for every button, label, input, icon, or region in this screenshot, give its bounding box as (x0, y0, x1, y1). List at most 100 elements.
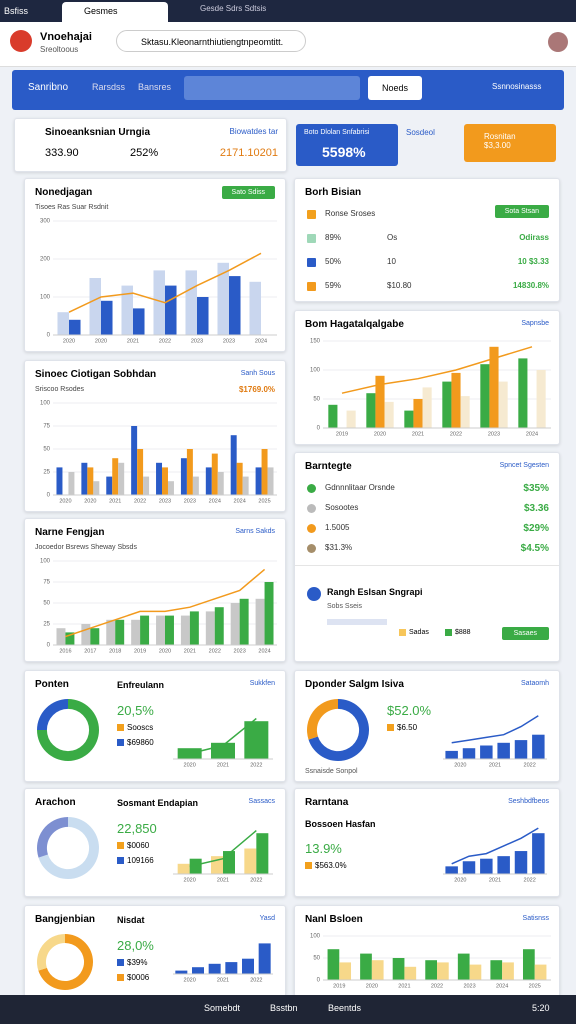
x-tick-label: 2021 (184, 648, 196, 654)
card-link[interactable]: Sanh Sous (240, 370, 275, 377)
line (451, 715, 539, 744)
y-tick-label: 25 (43, 622, 50, 628)
avatar[interactable] (548, 32, 568, 52)
row-swatch (307, 504, 316, 513)
legend-swatch (305, 862, 312, 869)
section-button[interactable]: Sasaes (501, 627, 549, 640)
bar (189, 611, 199, 645)
bar (514, 851, 528, 874)
nav-item[interactable]: Bansres (138, 82, 172, 92)
x-tick-label: 2023 (159, 498, 171, 504)
x-tick-label: 2016 (59, 648, 71, 654)
bar (140, 615, 150, 645)
legend-item: $69860 (117, 738, 154, 747)
card-button[interactable]: Sato Sdiss (221, 186, 275, 199)
card-value: 20,5% (117, 703, 154, 718)
card-heading: Nisdat (117, 915, 145, 925)
x-tick-label: 2020 (374, 431, 386, 437)
legend-item: $39% (117, 958, 147, 967)
card-button[interactable]: Sota Stsan (494, 205, 549, 218)
search[interactable] (184, 76, 360, 100)
task-item[interactable]: Somebdt (204, 1003, 241, 1013)
task-item[interactable]: Bsstbn (270, 1003, 298, 1013)
row-cell: Gdnnnlitaar Orsnde (325, 483, 395, 492)
line (341, 346, 533, 394)
bar (56, 467, 63, 495)
chart (37, 699, 99, 761)
line (68, 252, 262, 313)
card-link[interactable]: Seshbdfbeos (508, 798, 549, 805)
chart: 0 50 100 150 2019 2020 2021 2022 2023 2024 (310, 339, 551, 437)
bar (261, 449, 268, 495)
bar (68, 472, 75, 495)
x-tick-label: 2021 (489, 877, 501, 883)
y-tick-label: 75 (43, 580, 50, 586)
tab[interactable]: Gesmes (62, 2, 168, 22)
select[interactable]: Noeds (368, 76, 422, 100)
bar (118, 462, 125, 495)
summary-link[interactable]: Biowatdes tar (229, 127, 278, 136)
x-tick-label: 2021 (489, 762, 501, 768)
bar (131, 619, 141, 645)
bar (65, 632, 75, 645)
kpi-label: Boto Dlolan Snfabrisi (304, 129, 370, 136)
card-link[interactable]: Sataomh (520, 680, 549, 687)
bar (57, 312, 69, 335)
card-title: Bom Hagatalqalgabe (305, 319, 404, 330)
kpi: Boto Dlolan Snfabrisi 5598% (296, 124, 398, 166)
address-bar[interactable]: Sktasu.Kleonarnthiutiengtnpeomtitt. (116, 30, 306, 52)
card-link[interactable]: Sarns Sakds (235, 528, 275, 535)
x-tick-label: 2021 (412, 431, 424, 437)
bar (445, 866, 458, 874)
card-link[interactable]: Spncet Sgesten (499, 462, 549, 469)
bar (422, 387, 432, 428)
bar (462, 861, 476, 874)
x-tick-label: 2023 (223, 338, 235, 344)
task-item[interactable]: Beentds (328, 1003, 362, 1013)
legend-swatch (117, 959, 124, 966)
card-link[interactable]: Sukkfen (249, 680, 275, 687)
bar (115, 619, 125, 645)
row-swatch (307, 234, 316, 243)
row-swatch (307, 210, 316, 219)
x-tick-label: 2021 (127, 338, 139, 344)
bar (177, 748, 202, 759)
bar (69, 319, 81, 335)
card: Bom Hagatalqalgabe Sapnsbe 0 50 100 150 2019 20… (294, 310, 560, 445)
user[interactable]: Ssnnosinasss (492, 82, 542, 91)
bar (249, 281, 261, 335)
card: Bangjenbian Yasd Nisdat 28,0% $39% $0006 2020 2… (24, 905, 286, 997)
bar (437, 962, 449, 980)
bar (497, 856, 510, 874)
bar (451, 372, 461, 428)
x-tick-label: 2022 (524, 877, 536, 883)
card-subtitle: Jocoedor Bsrews Sheway Sbsds (35, 544, 137, 551)
bar (131, 426, 138, 495)
y-tick-label: 200 (40, 257, 51, 263)
donut-slice (37, 699, 99, 761)
bar (518, 358, 528, 428)
nav-item[interactable]: Rarsdss (92, 82, 126, 92)
card: Barntegte Spncet Sgesten Gdnnnlitaar Orsnd… (294, 452, 560, 662)
card-link[interactable]: Sassacs (248, 798, 275, 805)
bar (229, 276, 241, 335)
bar (236, 462, 243, 495)
card-heading: Bossoen Hasfan (305, 819, 376, 829)
summary-value: 333.90 (45, 147, 79, 159)
section-bar (327, 619, 387, 625)
bar (366, 393, 376, 428)
card-link[interactable]: Yasd (259, 915, 275, 922)
bar (267, 467, 274, 495)
y-tick-label: 0 (317, 426, 321, 432)
legend-item: $6.50 (387, 723, 417, 732)
x-tick-label: 2021 (217, 877, 229, 883)
card-link[interactable]: Sapnsbe (521, 320, 549, 327)
nav-item[interactable]: Sanribno (28, 82, 69, 93)
card-subtitle: Sriscoo Rsodes (35, 386, 85, 393)
row-cell: $10.80 (387, 281, 412, 290)
card-link[interactable]: Satisnss (522, 915, 549, 922)
bar (384, 401, 394, 428)
tab[interactable]: Bsfiss (4, 6, 29, 16)
bar (156, 462, 163, 495)
bar (143, 476, 150, 495)
